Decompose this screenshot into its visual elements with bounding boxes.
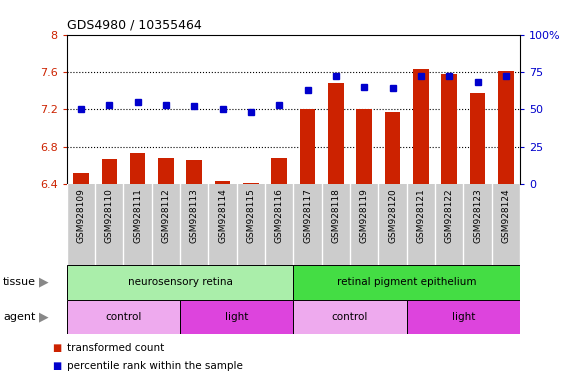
- Bar: [67, 300, 180, 334]
- Bar: [385, 112, 400, 184]
- Bar: [413, 69, 429, 184]
- Bar: [300, 109, 315, 184]
- Text: GSM928118: GSM928118: [331, 189, 340, 243]
- Bar: [67, 265, 293, 300]
- Text: light: light: [451, 312, 475, 322]
- Text: control: control: [332, 312, 368, 322]
- Bar: [73, 173, 89, 184]
- Bar: [328, 83, 344, 184]
- Text: GSM928117: GSM928117: [303, 189, 312, 243]
- Bar: [180, 300, 293, 334]
- Bar: [293, 265, 520, 300]
- Text: light: light: [225, 312, 249, 322]
- Text: GSM928113: GSM928113: [190, 189, 199, 243]
- Text: agent: agent: [3, 312, 35, 322]
- Text: ■: ■: [52, 343, 62, 353]
- Text: GSM928122: GSM928122: [444, 189, 454, 243]
- Text: GSM928110: GSM928110: [105, 189, 114, 243]
- Text: neurosensory retina: neurosensory retina: [128, 277, 232, 287]
- Text: tissue: tissue: [3, 277, 36, 287]
- Bar: [407, 300, 520, 334]
- Text: GSM928121: GSM928121: [417, 189, 425, 243]
- Text: control: control: [105, 312, 142, 322]
- Text: GSM928109: GSM928109: [77, 189, 85, 243]
- Text: GSM928124: GSM928124: [501, 189, 510, 243]
- Text: GSM928123: GSM928123: [473, 189, 482, 243]
- Text: GSM928112: GSM928112: [162, 189, 170, 243]
- Bar: [271, 158, 287, 184]
- Bar: [293, 300, 407, 334]
- Bar: [469, 93, 485, 184]
- Bar: [187, 160, 202, 184]
- Text: ■: ■: [52, 361, 62, 371]
- Bar: [158, 158, 174, 184]
- Text: GSM928115: GSM928115: [246, 189, 256, 243]
- Text: transformed count: transformed count: [67, 343, 164, 353]
- Bar: [498, 71, 514, 184]
- Text: GDS4980 / 10355464: GDS4980 / 10355464: [67, 18, 202, 31]
- Text: GSM928111: GSM928111: [133, 189, 142, 243]
- Bar: [130, 154, 145, 184]
- Bar: [356, 109, 372, 184]
- Text: ▶: ▶: [39, 276, 48, 289]
- Text: percentile rank within the sample: percentile rank within the sample: [67, 361, 243, 371]
- Bar: [215, 180, 231, 184]
- Text: GSM928120: GSM928120: [388, 189, 397, 243]
- Text: GSM928116: GSM928116: [275, 189, 284, 243]
- Text: GSM928119: GSM928119: [360, 189, 369, 243]
- Text: retinal pigment epithelium: retinal pigment epithelium: [337, 277, 476, 287]
- Text: ▶: ▶: [39, 310, 48, 323]
- Bar: [442, 74, 457, 184]
- Bar: [102, 159, 117, 184]
- Text: GSM928114: GSM928114: [218, 189, 227, 243]
